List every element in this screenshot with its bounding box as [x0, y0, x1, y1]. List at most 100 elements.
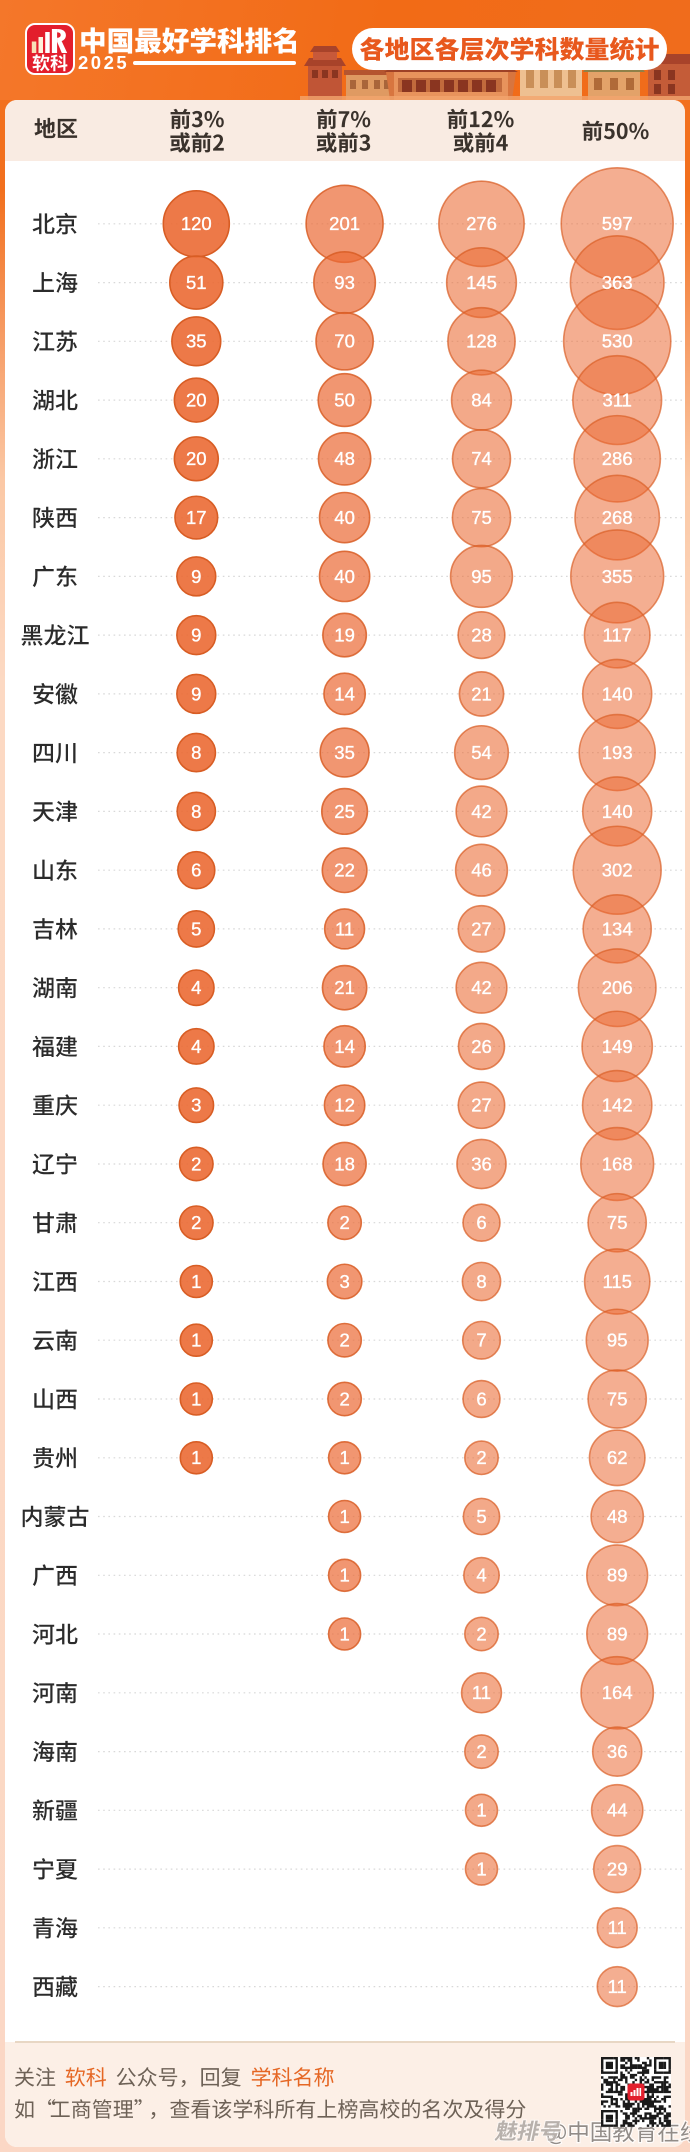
svg-text:11: 11	[472, 1682, 491, 1703]
svg-text:89: 89	[607, 1565, 628, 1586]
svg-text:4: 4	[191, 977, 201, 998]
svg-text:95: 95	[471, 566, 492, 587]
svg-text:142: 142	[602, 1095, 633, 1116]
svg-text:201: 201	[329, 213, 360, 234]
svg-text:40: 40	[334, 507, 355, 528]
svg-text:363: 363	[602, 272, 633, 293]
svg-text:54: 54	[471, 742, 492, 763]
svg-text:2: 2	[476, 1741, 486, 1762]
svg-text:3: 3	[339, 1271, 349, 1292]
svg-text:21: 21	[334, 977, 355, 998]
svg-text:134: 134	[602, 918, 633, 939]
svg-text:70: 70	[334, 331, 355, 352]
svg-text:51: 51	[186, 272, 207, 293]
svg-text:1: 1	[476, 1859, 486, 1880]
svg-text:22: 22	[334, 860, 355, 881]
svg-text:42: 42	[471, 977, 492, 998]
svg-text:9: 9	[191, 625, 201, 646]
svg-text:268: 268	[602, 507, 633, 528]
svg-text:36: 36	[607, 1741, 628, 1762]
svg-text:48: 48	[334, 448, 355, 469]
svg-text:355: 355	[602, 566, 633, 587]
svg-text:1: 1	[191, 1271, 201, 1292]
svg-text:12: 12	[334, 1095, 355, 1116]
svg-text:530: 530	[602, 331, 633, 352]
svg-text:20: 20	[186, 448, 207, 469]
svg-text:286: 286	[602, 448, 633, 469]
svg-text:117: 117	[602, 625, 632, 646]
svg-text:29: 29	[607, 1859, 628, 1880]
svg-text:115: 115	[602, 1271, 632, 1292]
svg-text:2: 2	[191, 1212, 201, 1233]
svg-text:8: 8	[476, 1271, 486, 1292]
svg-text:140: 140	[602, 683, 633, 704]
svg-text:6: 6	[476, 1212, 486, 1233]
svg-text:35: 35	[334, 742, 355, 763]
svg-text:2: 2	[476, 1447, 486, 1468]
svg-text:1: 1	[191, 1388, 201, 1409]
svg-text:2: 2	[339, 1388, 349, 1409]
svg-text:7: 7	[476, 1330, 486, 1351]
svg-text:40: 40	[334, 566, 355, 587]
svg-text:27: 27	[471, 918, 492, 939]
svg-text:44: 44	[607, 1800, 628, 1821]
svg-text:5: 5	[191, 918, 201, 939]
svg-text:597: 597	[602, 213, 633, 234]
svg-text:140: 140	[602, 801, 633, 822]
svg-text:36: 36	[471, 1153, 492, 1174]
svg-text:4: 4	[191, 1036, 201, 1057]
svg-text:120: 120	[181, 213, 212, 234]
svg-text:1: 1	[476, 1800, 486, 1821]
svg-text:149: 149	[602, 1036, 633, 1057]
svg-text:8: 8	[191, 742, 201, 763]
svg-text:95: 95	[607, 1330, 628, 1351]
svg-text:206: 206	[602, 977, 633, 998]
svg-text:27: 27	[471, 1095, 492, 1116]
svg-text:74: 74	[471, 448, 492, 469]
svg-text:145: 145	[466, 272, 497, 293]
svg-text:3: 3	[191, 1095, 201, 1116]
svg-text:193: 193	[602, 742, 633, 763]
svg-text:2: 2	[476, 1623, 486, 1644]
svg-text:128: 128	[466, 331, 497, 352]
svg-text:6: 6	[476, 1388, 486, 1409]
svg-text:75: 75	[607, 1388, 628, 1409]
svg-text:48: 48	[607, 1506, 628, 1527]
svg-text:276: 276	[466, 213, 497, 234]
svg-text:93: 93	[334, 272, 355, 293]
svg-text:2: 2	[191, 1153, 201, 1174]
svg-text:35: 35	[186, 331, 207, 352]
svg-text:302: 302	[602, 860, 633, 881]
svg-text:18: 18	[334, 1153, 355, 1174]
svg-text:311: 311	[602, 390, 632, 411]
svg-text:14: 14	[334, 683, 355, 704]
svg-text:84: 84	[471, 390, 492, 411]
svg-text:46: 46	[471, 860, 492, 881]
svg-text:11: 11	[335, 918, 354, 939]
svg-text:75: 75	[607, 1212, 628, 1233]
svg-text:9: 9	[191, 683, 201, 704]
svg-text:17: 17	[186, 507, 207, 528]
svg-text:4: 4	[476, 1565, 486, 1586]
svg-text:6: 6	[191, 860, 201, 881]
svg-text:11: 11	[608, 1917, 627, 1938]
svg-text:28: 28	[471, 625, 492, 646]
svg-text:1: 1	[191, 1447, 201, 1468]
svg-text:1: 1	[339, 1565, 349, 1586]
svg-text:42: 42	[471, 801, 492, 822]
svg-text:21: 21	[471, 683, 492, 704]
svg-text:75: 75	[471, 507, 492, 528]
svg-text:19: 19	[334, 625, 355, 646]
svg-text:62: 62	[607, 1447, 628, 1468]
svg-text:2: 2	[339, 1330, 349, 1351]
svg-text:50: 50	[334, 390, 355, 411]
svg-text:5: 5	[476, 1506, 486, 1527]
svg-text:2: 2	[339, 1212, 349, 1233]
svg-text:1: 1	[339, 1447, 349, 1468]
svg-text:14: 14	[334, 1036, 355, 1057]
svg-text:26: 26	[471, 1036, 492, 1057]
svg-text:1: 1	[191, 1330, 201, 1351]
svg-text:89: 89	[607, 1623, 628, 1644]
svg-text:25: 25	[334, 801, 355, 822]
svg-text:1: 1	[339, 1623, 349, 1644]
